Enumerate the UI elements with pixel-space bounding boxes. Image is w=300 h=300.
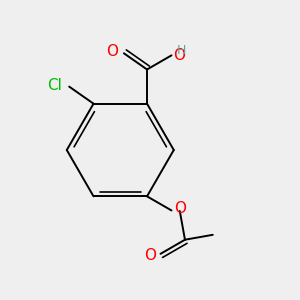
Text: Cl: Cl (47, 78, 62, 93)
Text: O: O (106, 44, 119, 59)
Text: O: O (173, 49, 185, 64)
Text: O: O (144, 248, 156, 263)
Text: H: H (177, 44, 186, 56)
Text: O: O (175, 201, 187, 216)
